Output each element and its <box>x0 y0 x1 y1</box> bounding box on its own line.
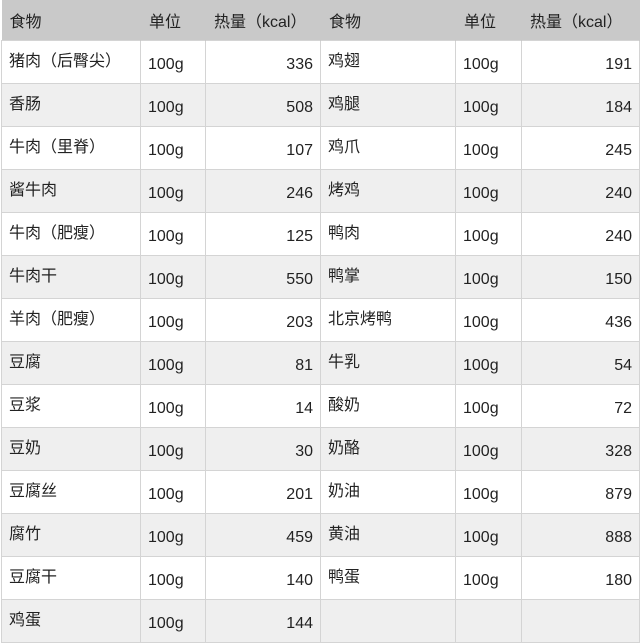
kcal-cell: 459 <box>205 513 321 557</box>
food-cell: 牛肉干 <box>1 255 141 299</box>
kcal-cell: 508 <box>205 83 321 127</box>
table-row: 豆浆 100g 14 酸奶 100g 72 <box>1 384 640 428</box>
header-food: 食物 <box>320 0 456 41</box>
table-row: 牛肉（肥瘦） 100g 125 鸭肉 100g 240 <box>1 212 640 256</box>
unit-cell: 100g <box>140 169 206 213</box>
food-cell: 鸡爪 <box>320 126 456 170</box>
food-cell: 豆奶 <box>1 427 141 471</box>
kcal-cell: 81 <box>205 341 321 385</box>
kcal-cell <box>521 599 640 643</box>
unit-cell: 100g <box>455 126 522 170</box>
header-unit: 单位 <box>140 0 206 41</box>
kcal-cell: 54 <box>521 341 640 385</box>
unit-cell: 100g <box>140 384 206 428</box>
kcal-cell: 240 <box>521 169 640 213</box>
food-cell: 豆腐 <box>1 341 141 385</box>
unit-cell: 100g <box>455 298 522 342</box>
kcal-cell: 201 <box>205 470 321 514</box>
food-cell: 豆浆 <box>1 384 141 428</box>
food-cell: 豆腐丝 <box>1 470 141 514</box>
unit-cell: 100g <box>140 298 206 342</box>
food-cell: 鸭肉 <box>320 212 456 256</box>
kcal-cell: 328 <box>521 427 640 471</box>
unit-cell: 100g <box>140 341 206 385</box>
table-row: 豆腐 100g 81 牛乳 100g 54 <box>1 341 640 385</box>
kcal-cell: 436 <box>521 298 640 342</box>
food-cell: 酱牛肉 <box>1 169 141 213</box>
kcal-cell: 150 <box>521 255 640 299</box>
food-cell: 黄油 <box>320 513 456 557</box>
table-row: 豆奶 100g 30 奶酪 100g 328 <box>1 427 640 471</box>
header-kcal: 热量（kcal） <box>521 0 640 41</box>
unit-cell: 100g <box>455 83 522 127</box>
table-row: 猪肉（后臀尖） 100g 336 鸡翅 100g 191 <box>1 40 640 84</box>
food-cell: 烤鸡 <box>320 169 456 213</box>
unit-cell: 100g <box>455 427 522 471</box>
food-cell: 牛肉（里脊） <box>1 126 141 170</box>
unit-cell: 100g <box>455 169 522 213</box>
header-row: 食物 单位 热量（kcal） 食物 单位 热量（kcal） <box>1 0 640 41</box>
unit-cell: 100g <box>140 83 206 127</box>
kcal-cell: 888 <box>521 513 640 557</box>
food-cell: 香肠 <box>1 83 141 127</box>
kcal-cell: 246 <box>205 169 321 213</box>
food-cell: 奶酪 <box>320 427 456 471</box>
kcal-cell: 184 <box>521 83 640 127</box>
unit-cell: 100g <box>140 40 206 84</box>
food-cell: 牛肉（肥瘦） <box>1 212 141 256</box>
unit-cell: 100g <box>455 341 522 385</box>
kcal-cell: 550 <box>205 255 321 299</box>
unit-cell: 100g <box>455 40 522 84</box>
unit-cell: 100g <box>140 599 206 643</box>
table-row: 牛肉干 100g 550 鸭掌 100g 150 <box>1 255 640 299</box>
unit-cell: 100g <box>455 513 522 557</box>
table-row: 腐竹 100g 459 黄油 100g 888 <box>1 513 640 557</box>
unit-cell: 100g <box>140 513 206 557</box>
food-cell: 鸡蛋 <box>1 599 141 643</box>
unit-cell: 100g <box>455 470 522 514</box>
unit-cell: 100g <box>455 384 522 428</box>
kcal-cell: 144 <box>205 599 321 643</box>
kcal-cell: 107 <box>205 126 321 170</box>
kcal-cell: 30 <box>205 427 321 471</box>
table-row: 鸡蛋 100g 144 <box>1 599 640 643</box>
food-cell <box>320 599 456 643</box>
food-cell: 猪肉（后臀尖） <box>1 40 141 84</box>
food-cell: 酸奶 <box>320 384 456 428</box>
header-kcal: 热量（kcal） <box>205 0 321 41</box>
unit-cell: 100g <box>140 212 206 256</box>
table-row: 酱牛肉 100g 246 烤鸡 100g 240 <box>1 169 640 213</box>
kcal-cell: 240 <box>521 212 640 256</box>
unit-cell: 100g <box>455 212 522 256</box>
food-cell: 鸡翅 <box>320 40 456 84</box>
unit-cell: 100g <box>140 427 206 471</box>
table-row: 香肠 100g 508 鸡腿 100g 184 <box>1 83 640 127</box>
kcal-cell: 203 <box>205 298 321 342</box>
table-row: 牛肉（里脊） 100g 107 鸡爪 100g 245 <box>1 126 640 170</box>
kcal-cell: 125 <box>205 212 321 256</box>
kcal-cell: 336 <box>205 40 321 84</box>
food-cell: 北京烤鸭 <box>320 298 456 342</box>
table-row: 羊肉（肥瘦） 100g 203 北京烤鸭 100g 436 <box>1 298 640 342</box>
unit-cell <box>455 599 522 643</box>
food-cell: 腐竹 <box>1 513 141 557</box>
unit-cell: 100g <box>140 470 206 514</box>
kcal-cell: 191 <box>521 40 640 84</box>
food-cell: 鸭掌 <box>320 255 456 299</box>
food-cell: 羊肉（肥瘦） <box>1 298 141 342</box>
food-cell: 牛乳 <box>320 341 456 385</box>
unit-cell: 100g <box>455 255 522 299</box>
header-food: 食物 <box>1 0 141 41</box>
food-cell: 奶油 <box>320 470 456 514</box>
unit-cell: 100g <box>140 126 206 170</box>
kcal-cell: 14 <box>205 384 321 428</box>
food-cell: 鸡腿 <box>320 83 456 127</box>
header-unit: 单位 <box>455 0 522 41</box>
table-row: 豆腐丝 100g 201 奶油 100g 879 <box>1 470 640 514</box>
kcal-cell: 245 <box>521 126 640 170</box>
unit-cell: 100g <box>140 255 206 299</box>
kcal-cell: 879 <box>521 470 640 514</box>
kcal-cell: 72 <box>521 384 640 428</box>
